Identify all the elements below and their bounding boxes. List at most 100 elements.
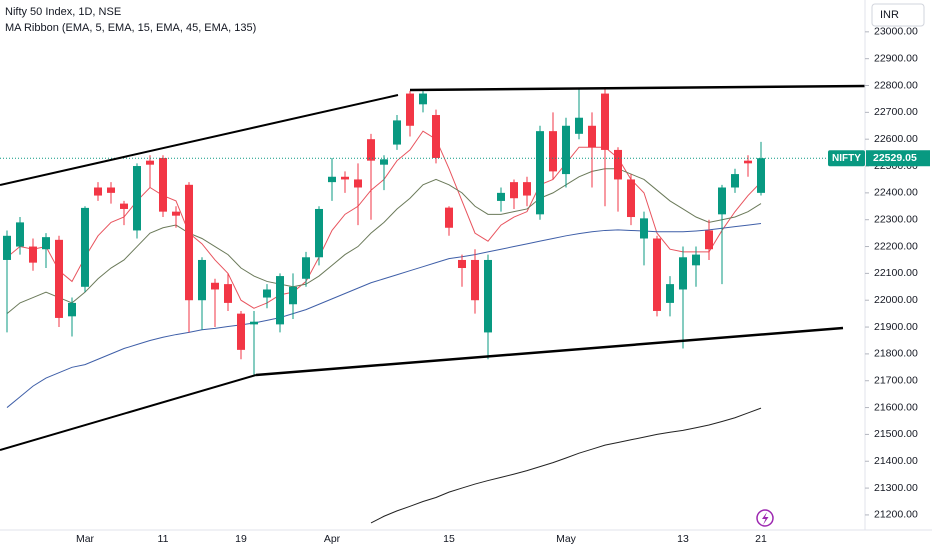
- candle-body: [692, 254, 700, 266]
- candle-body: [601, 93, 609, 150]
- candle-body: [406, 93, 414, 126]
- candle-body: [328, 176, 336, 183]
- candle-body: [562, 125, 570, 175]
- candle-body: [744, 160, 752, 164]
- y-tick-label: 22800.00: [874, 79, 918, 91]
- candle-body: [289, 286, 297, 305]
- candle-body: [497, 192, 505, 201]
- candle-body: [679, 257, 687, 290]
- y-tick-label: 21600.00: [874, 401, 918, 413]
- ma-line: [6, 222, 762, 408]
- candle-body: [380, 159, 388, 165]
- candle-body: [341, 176, 349, 180]
- candle-body: [445, 207, 453, 228]
- candle-body: [315, 208, 323, 258]
- candle-body: [42, 237, 50, 250]
- candle-body: [185, 184, 193, 301]
- candle-body: [237, 313, 245, 350]
- y-tick-label: 21800.00: [874, 348, 918, 360]
- candle-body: [757, 158, 765, 193]
- candle-body: [146, 160, 154, 165]
- y-tick-label: 22000.00: [874, 294, 918, 306]
- candle-body: [107, 187, 115, 193]
- x-tick-label: 11: [158, 533, 169, 545]
- candle-body: [510, 182, 518, 199]
- candle-body: [614, 149, 622, 180]
- y-tick-label: 23000.00: [874, 26, 918, 38]
- chart-title: Nifty 50 Index, 1D, NSE: [5, 6, 121, 18]
- y-tick-label: 22400.00: [874, 187, 918, 199]
- candle-body: [419, 93, 427, 105]
- y-tick-label: 21200.00: [874, 509, 918, 521]
- currency-label[interactable]: INR: [880, 9, 899, 21]
- candle-body: [224, 284, 232, 303]
- candle-body: [302, 257, 310, 279]
- candle-body: [354, 179, 362, 188]
- y-tick-label: 22200.00: [874, 240, 918, 252]
- x-tick-label: 19: [235, 533, 247, 545]
- x-tick-label: Apr: [324, 533, 341, 545]
- ma-line: [6, 168, 762, 315]
- x-tick-label: May: [556, 533, 577, 545]
- candle-body: [575, 117, 583, 134]
- trend-line: [409, 84, 866, 92]
- last-price-badge: [866, 150, 930, 167]
- trend-line: [255, 326, 844, 377]
- candle-body: [718, 187, 726, 215]
- last-price-label: 22529.05: [873, 152, 917, 164]
- candle-body: [120, 203, 128, 209]
- candle-body: [55, 239, 63, 318]
- candle-body: [94, 187, 102, 196]
- candle-body: [250, 321, 258, 325]
- event-icon-bolt: [762, 512, 769, 525]
- y-tick-label: 22100.00: [874, 267, 918, 279]
- y-tick-label: 22900.00: [874, 52, 918, 64]
- y-tick-label: 21700.00: [874, 375, 918, 387]
- y-tick-label: 21900.00: [874, 321, 918, 333]
- y-tick-label: 21400.00: [874, 455, 918, 467]
- candle-body: [588, 125, 596, 148]
- candle-body: [29, 246, 37, 263]
- candle-body: [159, 157, 167, 212]
- candle-body: [484, 259, 492, 333]
- candle-body: [458, 259, 466, 269]
- candle-body: [705, 230, 713, 250]
- candle-body: [367, 139, 375, 161]
- x-tick-label: Mar: [76, 533, 95, 545]
- candle-body: [653, 238, 661, 311]
- candle-body: [263, 289, 271, 298]
- y-tick-label: 22300.00: [874, 213, 918, 225]
- candle-body: [393, 120, 401, 145]
- candle-body: [471, 259, 479, 301]
- trend-line: [0, 94, 399, 186]
- candle-body: [549, 131, 557, 172]
- plot: [0, 88, 865, 524]
- indicator-label: MA Ribbon (EMA, 5, EMA, 15, EMA, 45, EMA…: [5, 22, 256, 34]
- candle-body: [276, 276, 284, 325]
- candle-body: [211, 282, 219, 290]
- candle-body: [172, 211, 180, 216]
- ticker-label: NIFTY: [832, 153, 861, 164]
- candle-body: [523, 182, 531, 196]
- y-tick-label: 22600.00: [874, 133, 918, 145]
- candle-body: [133, 166, 141, 231]
- y-tick-label: 22700.00: [874, 106, 918, 118]
- ma-line: [370, 407, 762, 524]
- candle-body: [3, 235, 11, 260]
- candle-body: [627, 179, 635, 218]
- candle-body: [432, 115, 440, 158]
- candle-body: [731, 174, 739, 188]
- candle-body: [640, 218, 648, 239]
- x-tick-label: 21: [755, 533, 767, 545]
- y-tick-label: 21500.00: [874, 428, 918, 440]
- candle-body: [16, 222, 24, 247]
- candle-body: [68, 302, 76, 317]
- candle-body: [198, 259, 206, 301]
- currency-button[interactable]: [871, 3, 925, 27]
- trend-line: [0, 374, 257, 451]
- x-tick-label: 15: [443, 533, 455, 545]
- x-tick-label: 13: [677, 533, 689, 545]
- candle-body: [81, 207, 89, 287]
